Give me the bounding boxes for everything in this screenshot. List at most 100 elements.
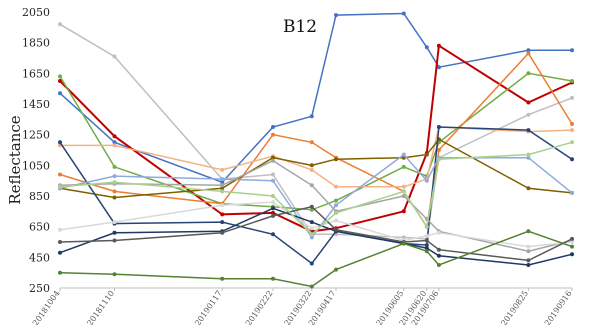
series-point — [334, 157, 338, 162]
series-point — [401, 164, 406, 169]
series-point — [112, 143, 117, 148]
y-tick-label: 450 — [29, 251, 50, 264]
series-point — [424, 224, 429, 229]
x-tick-label: 20190916 — [543, 289, 574, 325]
series-point — [436, 263, 441, 267]
series-point — [570, 121, 574, 126]
series-point — [526, 249, 531, 254]
series-point — [424, 246, 429, 251]
series-point — [58, 91, 62, 96]
series-point — [436, 43, 441, 48]
series-point — [58, 270, 62, 275]
series-point — [570, 157, 574, 162]
series-point — [401, 189, 406, 194]
series-point — [424, 45, 429, 50]
series-point — [570, 252, 574, 257]
series-point — [271, 213, 275, 218]
series-point — [570, 140, 574, 145]
series-point — [220, 180, 225, 185]
series-point — [58, 184, 62, 189]
series-point — [309, 140, 314, 145]
series-point — [271, 125, 275, 129]
series-point — [570, 95, 574, 100]
series-point — [570, 190, 574, 195]
series-point — [220, 183, 225, 188]
series-point — [334, 267, 338, 272]
series-point — [526, 51, 531, 56]
series-point — [334, 227, 338, 232]
series-point — [220, 186, 225, 191]
x-tick-label: 20190117 — [193, 289, 224, 325]
x-tick-label: 20181110 — [85, 289, 116, 325]
series-point — [401, 194, 406, 198]
series-point — [334, 203, 338, 208]
series-point — [220, 167, 225, 172]
y-tick-label: 1250 — [22, 129, 50, 142]
series-point — [112, 140, 117, 145]
y-tick-label: 2050 — [22, 6, 50, 19]
series-point — [334, 218, 338, 223]
series-line-2 — [59, 43, 573, 233]
series-point — [309, 220, 314, 225]
series-point — [309, 183, 314, 188]
y-tick-label: 850 — [29, 190, 50, 203]
series-point — [309, 226, 314, 231]
series-point — [436, 65, 441, 70]
series-point — [112, 195, 117, 200]
series-point — [424, 152, 429, 157]
series-point — [526, 48, 531, 53]
series-point — [271, 194, 275, 198]
series-point — [309, 232, 314, 237]
series-point — [220, 230, 225, 235]
series-point — [401, 152, 406, 157]
y-tick-label: 1050 — [22, 159, 50, 172]
series-point — [424, 249, 429, 254]
series-point — [112, 189, 117, 194]
series-point — [436, 230, 441, 235]
series-point — [401, 209, 406, 214]
series-point — [526, 263, 531, 267]
y-tick-label: 250 — [29, 282, 50, 295]
series-point — [526, 229, 531, 234]
series-point — [220, 189, 225, 194]
series-point — [436, 125, 441, 129]
series-point — [309, 163, 314, 168]
series-point — [271, 276, 275, 281]
series-point — [220, 276, 225, 281]
series-point — [271, 158, 275, 163]
series-point — [220, 212, 225, 217]
series-point — [58, 140, 62, 145]
series-group — [58, 11, 574, 289]
series-point — [271, 178, 275, 183]
series-point — [570, 48, 574, 53]
series-point — [112, 174, 117, 179]
series-point — [424, 233, 429, 238]
series-point — [271, 172, 275, 177]
series-point — [112, 164, 117, 169]
series-point — [271, 232, 275, 237]
series-point — [112, 180, 117, 185]
series-point — [436, 247, 441, 252]
series-point — [58, 79, 62, 83]
series-point — [112, 54, 117, 59]
y-axis-ticks: 250 450 650 850 1050 1250 1450 1650 1850 2050 — [22, 6, 50, 295]
series-point — [526, 128, 531, 133]
series-line-15 — [59, 141, 573, 236]
series-point — [271, 155, 275, 160]
series-point — [58, 250, 62, 255]
series-point — [526, 112, 531, 117]
series-point — [309, 204, 314, 209]
series-point — [334, 184, 338, 189]
series-point — [526, 71, 531, 76]
series-point — [424, 178, 429, 183]
series-point — [401, 235, 406, 240]
series-point — [436, 253, 441, 258]
series-line-5 — [59, 52, 573, 229]
series-line-13 — [59, 205, 573, 262]
series-point — [309, 167, 314, 172]
y-tick-label: 1450 — [22, 98, 50, 111]
series-point — [436, 148, 441, 152]
series-point — [112, 220, 117, 225]
series-point — [271, 210, 275, 215]
series-point — [271, 200, 275, 205]
